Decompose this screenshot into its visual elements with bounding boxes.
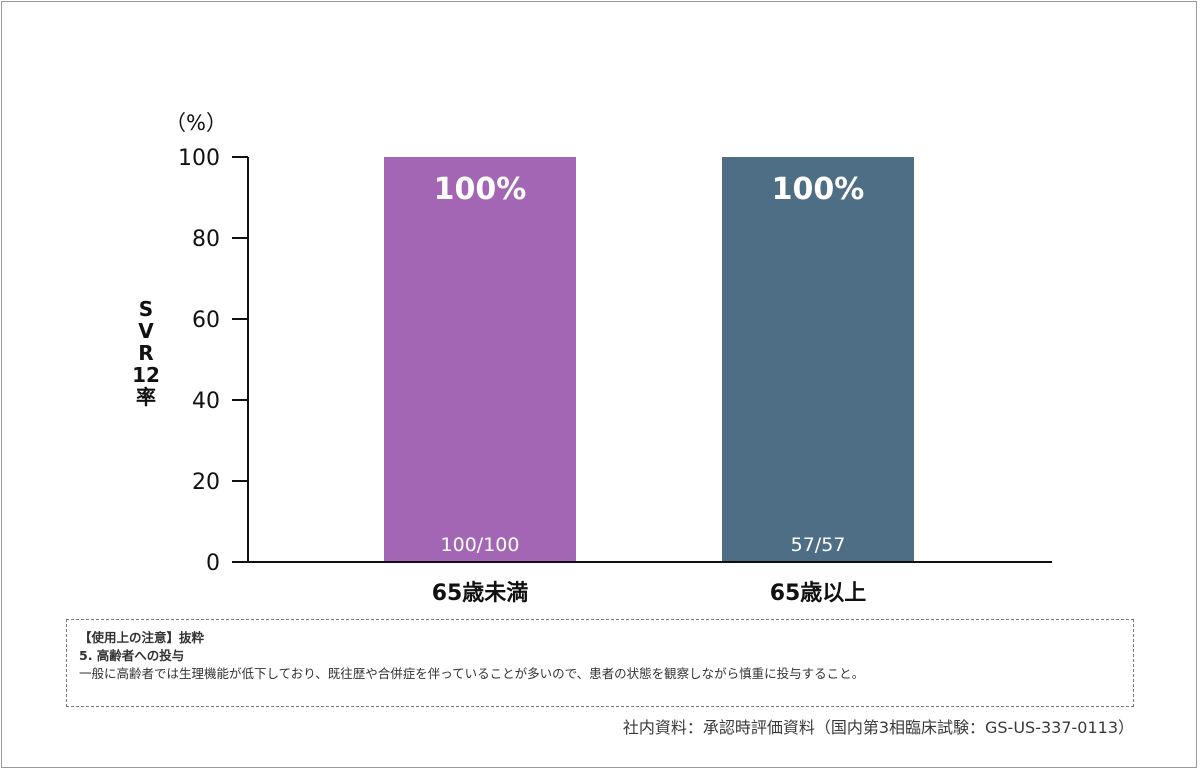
y-axis-label-char: R bbox=[138, 341, 154, 365]
y-tick-label: 0 bbox=[206, 551, 220, 576]
y-tick-label: 100 bbox=[178, 146, 220, 171]
y-tick-label: 20 bbox=[192, 470, 220, 495]
note-section: 5. 高齢者への投与 bbox=[79, 648, 185, 663]
y-axis-label: S V R 12 率 bbox=[130, 298, 162, 408]
y-unit-label: （%） bbox=[165, 111, 227, 135]
y-tick-label: 80 bbox=[192, 227, 220, 252]
note-heading: 【使用上の注意】抜粋 bbox=[79, 630, 205, 645]
y-tick-label: 40 bbox=[192, 389, 220, 414]
x-tick-label: 65歳以上 bbox=[770, 581, 867, 606]
source-citation: 社内資料：承認時評価資料（国内第3相臨床試験：GS-US-337-0113） bbox=[622, 718, 1134, 737]
bar-chart: 100% 100/100 65歳未満 100% 57/57 65歳以上 0 20 40 60 80 1… bbox=[165, 111, 1052, 606]
x-tick-label: 65歳未満 bbox=[432, 580, 529, 606]
bar-count-label: 57/57 bbox=[791, 534, 846, 556]
y-axis-label-char: V bbox=[138, 319, 154, 343]
y-axis-label-char: 12 bbox=[132, 363, 160, 387]
bar bbox=[722, 157, 914, 562]
bar-value-label: 100% bbox=[772, 172, 865, 207]
y-axis-label-char: S bbox=[138, 297, 154, 321]
bar-value-label: 100% bbox=[434, 172, 527, 207]
precaution-note: 【使用上の注意】抜粋 5. 高齢者への投与 一般に高齢者では生理機能が低下してお… bbox=[66, 619, 1134, 707]
y-axis-label-char: 率 bbox=[136, 385, 156, 409]
bar-count-label: 100/100 bbox=[441, 534, 520, 556]
y-tick-label: 60 bbox=[192, 308, 220, 333]
note-body: 一般に高齢者では生理機能が低下しており、既往歴や合併症を伴っていることが多いので… bbox=[79, 666, 865, 681]
bar bbox=[384, 157, 576, 562]
